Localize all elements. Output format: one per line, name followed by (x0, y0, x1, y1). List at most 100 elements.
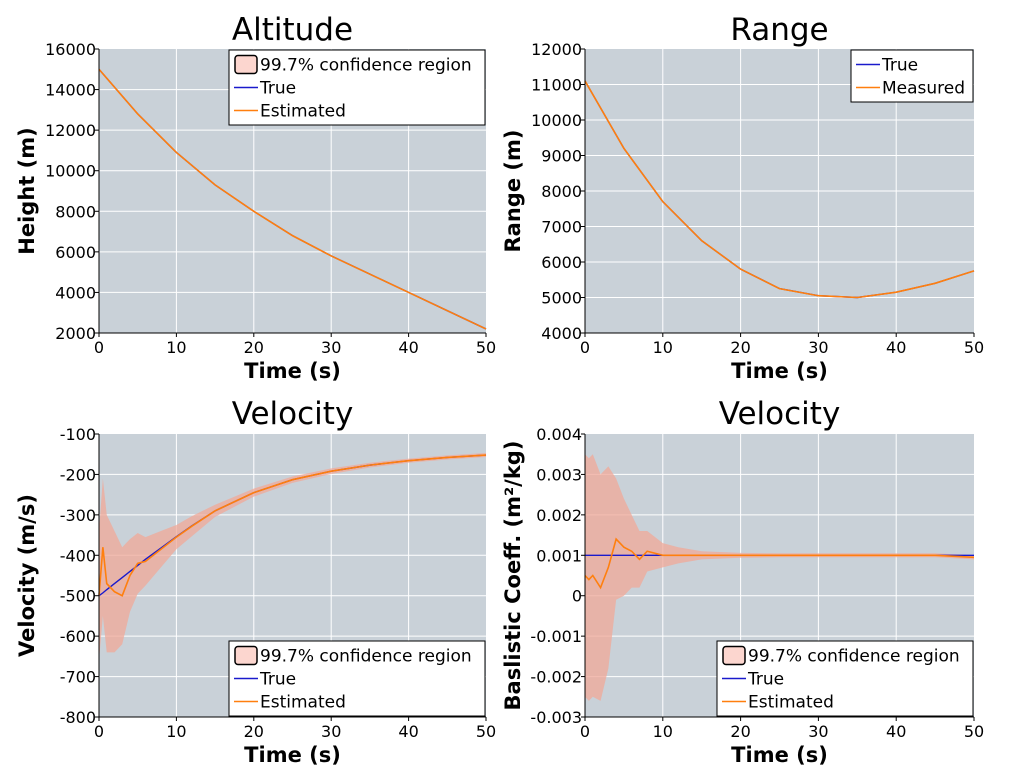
x-tick-label: 0 (580, 338, 590, 357)
x-tick-label: 50 (964, 722, 984, 741)
x-axis-label: Time (s) (731, 743, 828, 767)
series-line-estimate (584, 537, 975, 590)
x-tick-label: 20 (730, 338, 750, 357)
legend-label: True (259, 79, 296, 99)
y-tick-label: -0.003 (530, 708, 582, 727)
legend-swatch-confidence (234, 645, 258, 666)
y-axis-label: Baslistic Coeff. (m²/kg) (501, 441, 525, 711)
chart-title: Velocity (719, 396, 841, 432)
x-tick-label: 40 (398, 338, 418, 357)
chart-title: Range (730, 12, 828, 48)
y-tick-label: -300 (60, 506, 96, 525)
y-tick-label: 9000 (541, 147, 582, 166)
y-tick-label: 8000 (55, 202, 96, 221)
x-tick-label: 10 (166, 338, 186, 357)
series-line-estimate (98, 68, 487, 330)
x-axis-label: Time (s) (244, 359, 341, 383)
x-tick-label: 40 (886, 722, 906, 741)
y-tick-label: -400 (60, 546, 96, 565)
legend-swatch-confidence (722, 645, 746, 666)
legend-label: True (881, 56, 918, 76)
y-tick-label: -500 (60, 587, 96, 606)
x-tick-label: 30 (808, 338, 828, 357)
x-tick-label: 30 (321, 722, 341, 741)
y-tick-label: 0 (572, 587, 582, 606)
legend: True Measured (850, 49, 974, 103)
x-tick-label: 40 (886, 338, 906, 357)
legend-label: 99.7% confidence region (260, 647, 472, 667)
y-tick-label: -0.001 (530, 627, 582, 646)
x-tick-label: 20 (244, 338, 264, 357)
x-axis-label: Time (s) (244, 743, 341, 767)
y-tick-label: 10000 (531, 111, 582, 130)
legend-label: True (747, 670, 784, 690)
legend: 99.7% confidence region True Estimated (228, 640, 486, 717)
legend-label: True (259, 670, 296, 690)
x-tick-label: 30 (321, 338, 341, 357)
legend-label: Estimated (260, 102, 346, 122)
legend: 99.7% confidence region True Estimated (228, 49, 486, 126)
legend-label: Estimated (260, 693, 346, 713)
y-tick-label: 10000 (45, 162, 96, 181)
series-line-estimate (98, 454, 487, 597)
chart-title: Altitude (232, 12, 353, 48)
y-tick-label: 5000 (541, 289, 582, 308)
y-tick-label: 0.004 (536, 425, 582, 444)
y-tick-label: 6000 (541, 253, 582, 272)
legend-label: Estimated (748, 693, 834, 713)
y-axis-label: Height (m) (15, 127, 39, 254)
y-tick-label: 0.003 (536, 465, 582, 484)
y-tick-label: 8000 (541, 182, 582, 201)
legend-swatch-confidence (234, 54, 258, 75)
x-tick-label: 10 (653, 722, 673, 741)
x-tick-label: 20 (730, 722, 750, 741)
series-line-estimate (584, 80, 975, 299)
y-tick-label: -600 (60, 627, 96, 646)
legend-box (228, 640, 486, 717)
x-tick-label: 10 (166, 722, 186, 741)
y-tick-label: 12000 (531, 40, 582, 59)
y-tick-label: -800 (60, 708, 96, 727)
y-tick-label: 11000 (531, 76, 582, 95)
legend-box (228, 49, 486, 126)
x-tick-label: 50 (964, 338, 984, 357)
y-tick-label: 6000 (55, 243, 96, 262)
x-tick-label: 10 (653, 338, 673, 357)
y-axis-label: Velocity (m/s) (15, 494, 39, 657)
x-tick-label: 0 (580, 722, 590, 741)
chart-title: Velocity (232, 396, 354, 432)
y-tick-label: -0.002 (530, 668, 582, 687)
y-tick-label: 0.002 (536, 506, 582, 525)
y-tick-label: 7000 (541, 218, 582, 237)
y-tick-label: 4000 (55, 283, 96, 302)
x-tick-label: 50 (476, 722, 496, 741)
y-tick-label: 2000 (55, 324, 96, 343)
chart-panel: 0 10 20 30 40 50 4000 5000 6000 7000 8000 9000 10000… (501, 12, 984, 383)
y-tick-label: -700 (60, 668, 96, 687)
x-tick-label: 0 (94, 722, 104, 741)
y-tick-label: 4000 (541, 324, 582, 343)
x-tick-label: 40 (398, 722, 418, 741)
legend-label: 99.7% confidence region (748, 647, 960, 667)
y-tick-label: 14000 (45, 81, 96, 100)
x-axis-label: Time (s) (731, 359, 828, 383)
legend: 99.7% confidence region True Estimated (716, 640, 974, 717)
y-tick-label: -100 (60, 425, 96, 444)
y-tick-label: 0.001 (536, 546, 582, 565)
x-tick-label: 0 (94, 338, 104, 357)
chart-panel: 0 10 20 30 40 50 -800 -700 -600 -500 -400 -300 -200 -… (15, 396, 496, 767)
chart-panel: 0 10 20 30 40 50 2000 4000 6000 8000 10000 12000 140… (15, 12, 496, 383)
chart-panel: 0 10 20 30 40 50 -0.003 -0.002 -0.001 0 0.001 0.002… (501, 396, 984, 767)
x-tick-label: 30 (808, 722, 828, 741)
legend-box (850, 49, 974, 103)
legend-label: Measured (882, 79, 965, 99)
y-tick-label: 16000 (45, 40, 96, 59)
legend-label: 99.7% confidence region (260, 56, 472, 76)
y-tick-label: 12000 (45, 121, 96, 140)
x-tick-label: 20 (244, 722, 264, 741)
y-axis-label: Range (m) (501, 130, 525, 253)
y-tick-label: -200 (60, 465, 96, 484)
x-tick-label: 50 (476, 338, 496, 357)
legend-box (716, 640, 974, 717)
